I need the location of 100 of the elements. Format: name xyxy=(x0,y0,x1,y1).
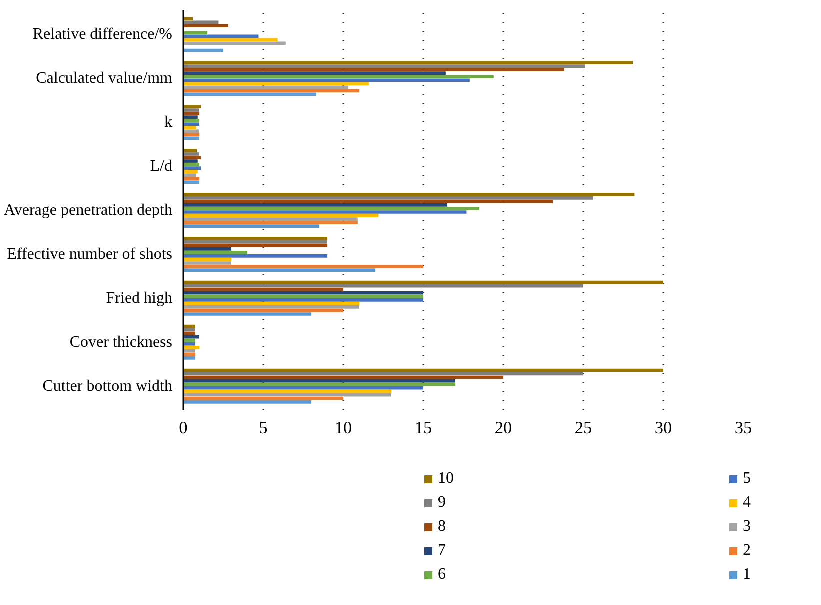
bar xyxy=(184,200,554,204)
legend-label: 2 xyxy=(743,542,752,560)
y-tick-label: L/d xyxy=(150,158,172,176)
bar xyxy=(184,258,232,262)
bar xyxy=(184,312,312,316)
bar xyxy=(184,136,200,140)
bar xyxy=(184,353,196,356)
bar xyxy=(184,64,586,68)
x-tick-label: 15 xyxy=(414,418,432,438)
legend-label: 4 xyxy=(743,494,752,512)
bar xyxy=(184,309,344,312)
x-tick-label: 5 xyxy=(259,418,268,438)
legend-label: 1 xyxy=(743,566,752,584)
bar xyxy=(184,61,634,64)
bar xyxy=(184,265,424,268)
bar xyxy=(184,20,219,24)
y-tick-label: Cutter bottom width xyxy=(42,378,173,395)
bar xyxy=(184,291,424,295)
legend-label: 3 xyxy=(743,518,752,536)
bar xyxy=(184,75,494,79)
legend-label: 6 xyxy=(438,566,447,584)
legend-label: 10 xyxy=(438,470,455,488)
bar xyxy=(184,254,328,258)
bar xyxy=(184,356,196,360)
legend-label: 5 xyxy=(743,470,752,488)
bar xyxy=(184,112,200,116)
bar xyxy=(184,294,424,298)
bar xyxy=(184,31,208,35)
bar xyxy=(184,204,448,207)
bar xyxy=(184,149,198,152)
bar xyxy=(184,214,379,218)
legend-label: 8 xyxy=(438,518,447,536)
bar xyxy=(184,268,376,272)
bar xyxy=(184,224,320,228)
bar xyxy=(184,280,664,284)
bar xyxy=(184,338,196,342)
bar xyxy=(184,180,200,184)
bar xyxy=(184,170,198,174)
bar xyxy=(184,335,200,339)
bar xyxy=(184,166,202,170)
bar xyxy=(184,262,232,265)
bar xyxy=(184,306,360,309)
bar xyxy=(184,393,392,397)
bar xyxy=(184,288,344,292)
bar xyxy=(184,248,232,251)
bar xyxy=(184,160,198,163)
bar xyxy=(184,376,504,380)
y-tick-label: Average penetration depth xyxy=(4,202,172,219)
bar xyxy=(184,174,196,178)
bar xyxy=(184,244,328,248)
bar xyxy=(184,221,358,224)
bar xyxy=(184,82,370,86)
bar xyxy=(184,251,248,254)
bar xyxy=(184,17,194,21)
bar xyxy=(184,163,200,166)
bar xyxy=(184,400,312,404)
x-tick-label: 30 xyxy=(654,418,672,438)
bar xyxy=(184,122,200,126)
bar xyxy=(184,116,198,119)
bar xyxy=(184,386,424,390)
bar xyxy=(184,218,358,221)
bar xyxy=(184,24,228,28)
bar xyxy=(184,302,360,306)
y-tick-label: Relative difference/% xyxy=(32,26,173,44)
bar xyxy=(184,284,584,288)
y-tick-label: Calculated value/mm xyxy=(36,70,174,88)
bar xyxy=(184,108,200,112)
legend-label: 7 xyxy=(438,542,447,560)
bar xyxy=(184,72,446,76)
bar xyxy=(184,156,202,160)
bar xyxy=(184,298,424,302)
bar xyxy=(184,119,200,122)
bar xyxy=(184,342,196,346)
bar xyxy=(184,240,328,244)
x-tick-label: 25 xyxy=(574,418,592,438)
bar xyxy=(184,78,470,82)
x-tick-label: 10 xyxy=(334,418,352,438)
bar xyxy=(184,390,392,394)
x-tick-label: 0 xyxy=(179,418,188,438)
bar xyxy=(184,236,328,240)
bar xyxy=(184,372,584,376)
y-tick-label: k xyxy=(164,114,172,132)
bar xyxy=(184,105,202,108)
bar xyxy=(184,196,594,200)
x-tick-label: 35 xyxy=(734,418,752,438)
y-tick-label: Fried high xyxy=(106,290,172,307)
bar xyxy=(184,346,200,350)
bar xyxy=(184,130,200,134)
y-tick-label: Effective number of shots xyxy=(7,246,172,263)
bar xyxy=(184,193,635,196)
bar xyxy=(184,210,467,214)
bar xyxy=(184,349,196,353)
x-tick-label: 20 xyxy=(494,418,512,438)
bar xyxy=(184,396,344,400)
y-tick-label: Cover thickness xyxy=(70,334,173,351)
bar xyxy=(184,152,200,156)
bar xyxy=(184,368,664,372)
bar xyxy=(184,126,196,130)
bar xyxy=(184,133,200,137)
legend-label: 9 xyxy=(438,494,447,512)
